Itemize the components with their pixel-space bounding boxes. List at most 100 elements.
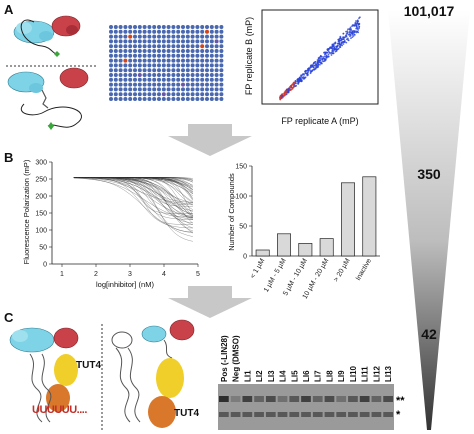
plate-well	[181, 92, 185, 97]
plate-well	[181, 73, 185, 77]
plate-well	[113, 25, 118, 29]
gel-band-lower	[348, 412, 358, 417]
plate-well	[209, 39, 214, 44]
plate-well	[176, 53, 181, 58]
curves-x-label: log[inhibitor] (nM)	[96, 280, 154, 289]
scatter-point	[283, 91, 286, 94]
plate-well	[219, 49, 224, 53]
plate-well	[157, 63, 161, 68]
scatter-point	[326, 56, 329, 58]
plate-well	[109, 82, 113, 87]
gel-band-upper	[312, 396, 323, 402]
plate-well	[181, 97, 185, 101]
plate-well	[113, 29, 118, 34]
bar-category-label: < 1 µM	[249, 257, 266, 279]
plate-well	[185, 25, 190, 29]
plate-well	[185, 77, 190, 82]
scatter-point	[336, 42, 339, 45]
plate-well	[190, 34, 195, 39]
uridine-tail: UUUUUU....	[32, 404, 87, 416]
plate-well	[205, 53, 209, 58]
scatter-point	[331, 50, 334, 52]
plate-well	[166, 82, 171, 87]
plate-well	[195, 87, 200, 92]
plate-well	[214, 53, 219, 58]
plate-well	[209, 77, 214, 82]
scatter-point	[298, 81, 300, 84]
plate-well	[113, 63, 118, 68]
scatter-point	[292, 85, 295, 88]
gel-lane-label: LI1	[243, 370, 252, 382]
dose-response-curve	[73, 177, 193, 237]
plate-well	[137, 39, 142, 44]
plate-well	[185, 82, 190, 87]
plate-well	[113, 82, 118, 87]
panel-a-label: A	[4, 2, 14, 17]
plate-well	[190, 39, 195, 44]
plate-well	[147, 25, 152, 29]
plate-well	[195, 73, 200, 77]
plate-well	[123, 87, 128, 92]
plate-well	[123, 44, 128, 49]
plate-well	[118, 39, 123, 44]
plate-well	[147, 77, 152, 82]
plate-well	[209, 87, 214, 92]
scatter-point	[333, 48, 336, 51]
plate-well	[123, 34, 128, 39]
plate-well	[137, 44, 142, 49]
dose-response-curve	[73, 177, 193, 229]
plate-well	[133, 68, 137, 73]
plate-well	[166, 58, 171, 63]
fluorophore-star-top	[54, 51, 60, 57]
plate-well	[157, 53, 161, 58]
plate-well	[157, 29, 161, 34]
plate-well	[214, 29, 219, 34]
plate-well	[109, 25, 113, 29]
bar-category-label: 1 µM - 5 µM	[263, 257, 288, 293]
plate-well	[209, 34, 214, 39]
tut4-orange-left	[46, 384, 70, 412]
plate-well	[209, 44, 214, 49]
bar	[255, 249, 270, 257]
scatter-point	[313, 64, 316, 67]
plate-well	[123, 68, 128, 73]
plate-well	[133, 29, 137, 34]
plate-well	[118, 92, 123, 97]
curve-xtick-label: 3	[128, 271, 132, 278]
plate-well	[113, 68, 118, 73]
plate-well	[147, 63, 152, 68]
plate-well	[157, 58, 161, 63]
plate-well	[214, 97, 219, 101]
gel-lane-label: LI12	[372, 365, 381, 382]
plate-well	[181, 77, 185, 82]
screening-plate	[109, 25, 224, 101]
scatter-x-label: FP replicate A (mP)	[281, 116, 358, 126]
plate-well	[176, 29, 181, 34]
scatter-point	[324, 57, 327, 60]
scatter-point	[347, 33, 350, 36]
plate-well	[137, 58, 142, 63]
curve-xtick-label: 5	[196, 271, 200, 278]
plate-well	[200, 58, 205, 63]
plate-well	[128, 68, 133, 73]
plate-well	[200, 25, 205, 29]
plate-well	[209, 25, 214, 29]
plate-well	[118, 49, 123, 53]
funnel-count-top: 101,017	[403, 3, 455, 19]
plate-well	[133, 39, 137, 44]
plate-well	[185, 97, 190, 101]
plate-well	[166, 39, 171, 44]
plate-well	[209, 92, 214, 97]
gel-band-lower	[289, 412, 300, 417]
plate-well	[205, 77, 209, 82]
plate-well	[133, 58, 137, 63]
plate-well	[190, 68, 195, 73]
plate-well	[152, 34, 157, 39]
scatter-point	[345, 30, 347, 33]
scatter-point	[325, 54, 328, 57]
scatter-point	[281, 96, 284, 99]
dose-response-curve	[73, 177, 193, 188]
scatter-point	[328, 51, 331, 54]
plate-well	[152, 82, 157, 87]
plate-well	[157, 82, 161, 87]
